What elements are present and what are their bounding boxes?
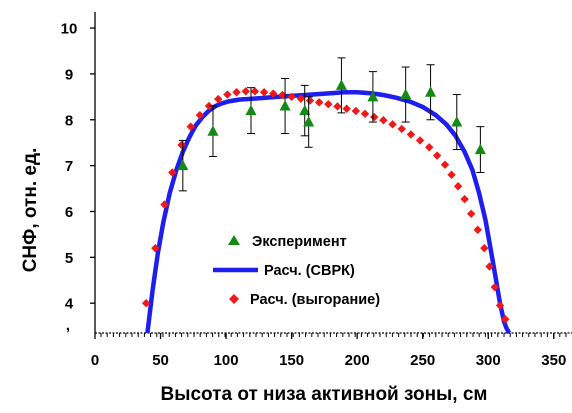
y-tick-label: 5 <box>65 250 73 267</box>
experiment-point <box>245 104 257 116</box>
burnup-point <box>495 301 505 310</box>
burnup-point <box>415 136 425 145</box>
burnup-point <box>397 124 406 134</box>
burnup-point <box>269 89 278 98</box>
burnup-point <box>241 87 250 96</box>
burnup-point <box>278 90 287 100</box>
experiment-point <box>474 143 486 155</box>
burnup-point <box>250 87 260 96</box>
burnup-point <box>432 151 442 160</box>
experiment-point <box>335 79 347 90</box>
x-tick-label: 300 <box>476 352 501 369</box>
legend-marker-burnup <box>229 294 239 304</box>
burnup-point <box>351 106 361 116</box>
experiment-point <box>400 88 412 100</box>
x-tick-label: 100 <box>214 352 239 369</box>
experiment-point <box>177 159 189 171</box>
burnup-point <box>440 160 450 169</box>
experiment-point <box>425 86 437 97</box>
experiment-point <box>279 100 291 111</box>
y-tick-label: 4 <box>65 296 74 313</box>
x-axis-title: Высота от низа активной зоны, см <box>161 384 488 405</box>
x-tick-label: 250 <box>410 352 435 369</box>
burnup-point <box>195 110 205 120</box>
x-tick-label: 150 <box>279 352 304 369</box>
y-axis-title: СНФ, отн. ед. <box>20 148 41 273</box>
x-tick-label: 50 <box>152 352 169 369</box>
burnup-point <box>467 209 476 218</box>
series-line-svrk <box>145 90 512 335</box>
burnup-point <box>460 194 469 204</box>
burnup-point <box>490 282 499 292</box>
burnup-point <box>151 243 160 253</box>
burnup-point <box>160 200 169 209</box>
burnup-point <box>425 143 434 152</box>
legend-marker-experiment <box>228 235 240 245</box>
burnup-point <box>480 243 489 253</box>
burnup-point <box>501 315 510 324</box>
burnup-point <box>232 88 241 97</box>
burnup-point <box>259 88 269 97</box>
burnup-point <box>453 182 463 191</box>
corner-mark: , <box>66 317 70 334</box>
legend-label-burnup: Расч. (выгорание) <box>250 292 380 308</box>
y-tick-label: 8 <box>65 112 73 129</box>
experiment-point <box>451 116 463 127</box>
burnup-point <box>485 262 494 271</box>
burnup-point <box>296 94 305 103</box>
burnup-point <box>214 94 223 104</box>
legend-label-svrk: Расч. (СВРК) <box>264 263 355 279</box>
y-tick-label: 9 <box>65 66 73 83</box>
burnup-point <box>333 102 342 111</box>
y-tick-label: 10 <box>61 21 78 38</box>
y-tick-label: 7 <box>65 158 73 175</box>
experiment-point <box>367 90 379 102</box>
burnup-point <box>379 116 388 125</box>
burnup-point <box>186 122 195 131</box>
burnup-point <box>406 130 416 139</box>
burnup-point <box>223 90 232 99</box>
burnup-point <box>287 92 296 102</box>
experiment-point <box>303 116 315 127</box>
legend-label-experiment: Эксперимент <box>252 234 347 250</box>
burnup-point <box>305 96 315 105</box>
x-tick-label: 200 <box>345 352 370 369</box>
experiment-point <box>207 125 219 136</box>
experiment-point <box>299 104 311 116</box>
burnup-point <box>141 298 151 308</box>
burnup-point <box>314 98 324 107</box>
y-tick-label: 6 <box>65 204 73 221</box>
burnup-point <box>342 104 351 113</box>
x-tick-label: 0 <box>91 352 99 369</box>
burnup-point <box>360 109 370 119</box>
burnup-point <box>168 168 177 177</box>
burnup-point <box>324 99 333 109</box>
burnup-point <box>388 120 397 129</box>
burnup-point <box>370 112 379 122</box>
burnup-point <box>473 225 482 235</box>
burnup-point <box>177 140 186 150</box>
burnup-point <box>447 170 456 179</box>
x-tick-label: 350 <box>541 352 566 369</box>
